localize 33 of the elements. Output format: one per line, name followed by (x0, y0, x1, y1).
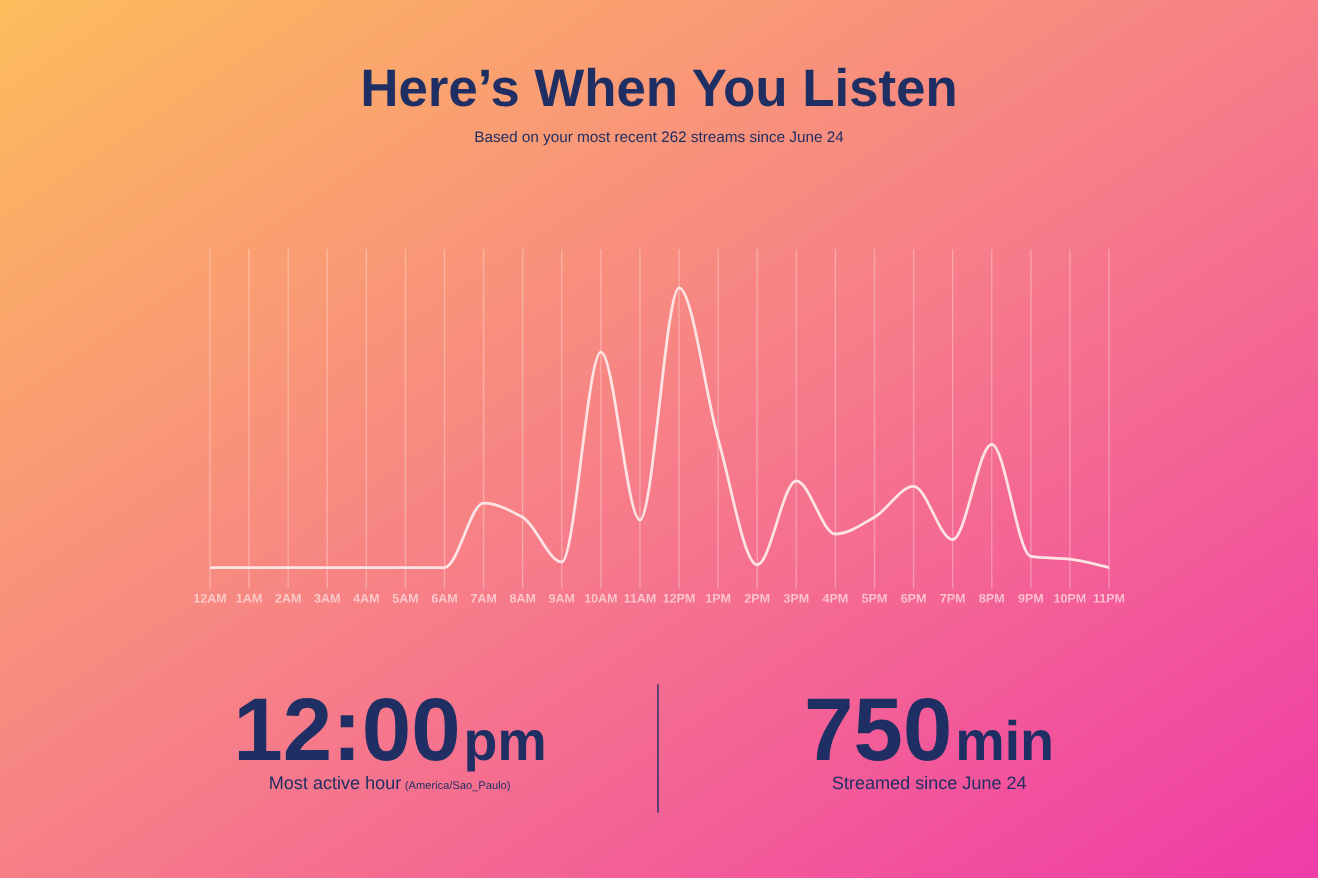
x-tick-label: 10PM (1054, 593, 1086, 603)
x-tick-label: 12PM (663, 593, 695, 603)
x-tick-label: 6PM (901, 593, 926, 603)
x-tick-label: 6AM (431, 593, 457, 603)
x-tick-label: 1AM (236, 594, 262, 603)
text: min (958, 719, 1051, 760)
x-tick-label: 5PM (862, 594, 887, 603)
x-tick-label: 3PM (783, 593, 809, 603)
x-tick-label: 12AM (194, 593, 226, 603)
x-tick-label: 8PM (979, 593, 1004, 603)
x-tick-label: 1PM (706, 594, 731, 603)
x-tick-label: 11AM (624, 594, 656, 603)
x-tick-label: 7PM (940, 594, 965, 603)
x-tick-label: 3AM (314, 593, 340, 603)
chart-subtitle: Based on your most recent 262 streams since June 24 (475, 130, 844, 146)
x-tick-label: 5AM (392, 594, 418, 603)
text: (America/Sao_Paulo) (405, 780, 510, 792)
text: Most active hour (270, 775, 401, 790)
x-tick-label: 2PM (744, 593, 770, 603)
x-tick-label: 9PM (1018, 593, 1043, 603)
chart-title: Here’s When You Listen (363, 67, 955, 107)
x-tick-label: 4AM (353, 594, 379, 603)
text: 750 (807, 697, 949, 761)
x-tick-label: 4PM (822, 594, 848, 603)
x-tick-label: 11PM (1093, 594, 1125, 603)
x-tick-label: 10AM (584, 593, 617, 603)
x-tick-label: 8AM (509, 593, 536, 603)
x-tick-label: 2AM (275, 593, 301, 603)
x-tick-label: 7AM (470, 594, 496, 603)
text: 12:00 (238, 697, 458, 761)
x-tick-label: 9AM (549, 593, 575, 603)
text: pm (467, 730, 544, 772)
text: Streamed since June 24 (832, 775, 1027, 790)
